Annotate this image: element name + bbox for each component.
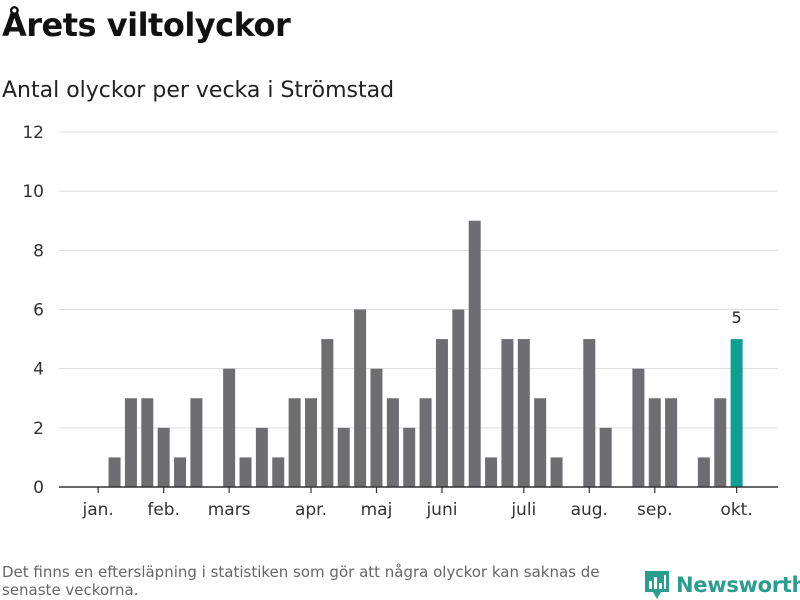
- y-tick-label-2: 2: [33, 419, 44, 439]
- bars: [59, 220, 778, 488]
- bar-week-15: [321, 339, 334, 487]
- x-tick-label-sep.: sep.: [637, 500, 673, 520]
- bar-week-27: [517, 339, 530, 487]
- x-tick-label-maj: maj: [361, 500, 393, 520]
- chart-subtitle: Antal olyckor per vecka i Strömstad: [2, 78, 395, 103]
- chart-title: Årets viltolyckor: [2, 6, 291, 44]
- x-tick-label-juli: juli: [510, 500, 536, 520]
- bar-week-7: [190, 398, 203, 487]
- bar-week-17: [354, 309, 367, 487]
- bar-week-40: [730, 339, 743, 487]
- bar-week-31: [583, 339, 596, 487]
- x-tick-label-aug.: aug.: [571, 500, 608, 520]
- y-tick-label-6: 6: [33, 301, 44, 321]
- y-tick-label-8: 8: [33, 241, 44, 261]
- bar-week-28: [534, 398, 547, 487]
- x-tick-label-okt.: okt.: [720, 500, 752, 520]
- x-tick-label-feb.: feb.: [147, 500, 180, 520]
- bar-week-22: [435, 339, 448, 487]
- data-label-week-40: 5: [732, 308, 742, 327]
- bar-week-24: [468, 220, 481, 487]
- bar-week-10: [239, 457, 252, 487]
- bar-week-39: [714, 398, 727, 487]
- bar-week-36: [665, 398, 678, 487]
- x-tick-label-apr.: apr.: [295, 500, 327, 520]
- brand-name: Newsworthy: [676, 573, 800, 597]
- x-tick-label-jan.: jan.: [82, 500, 114, 520]
- bar-week-13: [288, 398, 301, 487]
- bar-week-34: [632, 368, 645, 487]
- bar-week-2: [108, 457, 121, 487]
- bar-week-14: [304, 398, 317, 487]
- bar-week-21: [419, 398, 432, 487]
- y-axis-ticks: 0 2 4 6 8 10 12: [22, 123, 44, 498]
- bar-week-20: [403, 427, 416, 487]
- bar-week-5: [157, 427, 170, 487]
- bar-week-35: [648, 398, 661, 487]
- footnote: Det finns en eftersläpning i statistiken…: [2, 563, 600, 599]
- bar-week-11: [255, 427, 268, 487]
- grid-lines: [59, 131, 778, 429]
- bar-week-38: [697, 457, 710, 487]
- bar-week-23: [452, 309, 465, 487]
- newsworthy-logo-icon: [645, 571, 669, 599]
- x-tick-label-mars: mars: [208, 500, 251, 520]
- y-tick-label-10: 10: [22, 182, 44, 202]
- bar-week-6: [174, 457, 187, 487]
- bar-week-32: [599, 427, 612, 487]
- x-axis-ticks: jan. feb. mars apr. maj juni juli aug. sep. okt.: [82, 487, 753, 520]
- y-tick-label-12: 12: [22, 123, 44, 143]
- bar-chart: 0 2 4 6 8 10 12 jan. feb. mars apr. maj juni juli aug…: [22, 123, 778, 520]
- bar-week-29: [550, 457, 563, 487]
- bar-week-25: [485, 457, 498, 487]
- bar-week-18: [370, 368, 383, 487]
- bar-week-9: [223, 368, 236, 487]
- x-tick-label-juni: juni: [425, 500, 457, 520]
- bar-week-3: [124, 398, 137, 487]
- data-labels: 5: [732, 308, 742, 327]
- y-tick-label-4: 4: [33, 360, 44, 380]
- bar-week-12: [272, 457, 285, 487]
- bar-week-26: [501, 339, 514, 487]
- bar-week-19: [386, 398, 399, 487]
- bar-week-16: [337, 427, 350, 487]
- bar-week-4: [141, 398, 154, 487]
- brand-logo: Newsworthy: [644, 570, 800, 600]
- y-tick-label-0: 0: [33, 478, 44, 498]
